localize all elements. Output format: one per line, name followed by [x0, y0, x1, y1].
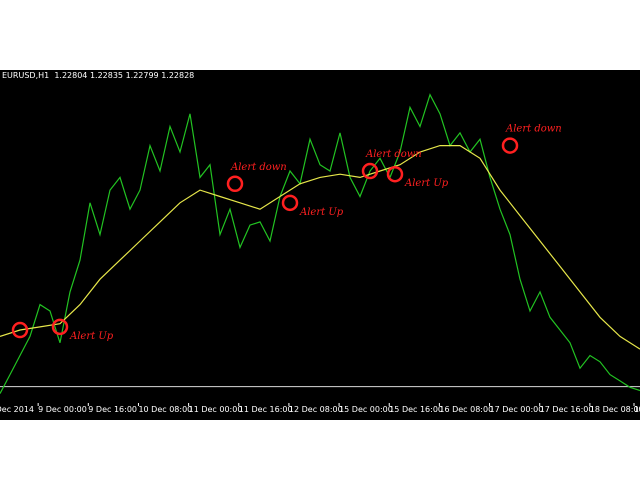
x-tick-label: 16 Dec 08:00	[439, 405, 493, 414]
alert-label: Alert Up	[404, 178, 449, 189]
x-tick-label: 12 Dec 08:00	[289, 405, 343, 414]
chart-window[interactable]: EURUSD,H1 1.22804 1.22835 1.22799 1.2282…	[0, 70, 640, 420]
alert-marker	[361, 162, 379, 180]
x-tick-label: 19	[634, 405, 640, 414]
x-tick-label: 11 Dec 16:00	[239, 405, 293, 414]
x-tick-label: 10 Dec 08:00	[138, 405, 192, 414]
alert-marker	[226, 175, 244, 193]
x-tick-label: 17 Dec 16:00	[540, 405, 594, 414]
x-tick-label: 8 Dec 2014	[0, 405, 34, 414]
price-series-line	[0, 93, 640, 394]
x-tick-label: 15 Dec 16:00	[389, 405, 443, 414]
symbol-name: EURUSD,H1	[2, 71, 50, 80]
moving-average-line	[0, 144, 640, 350]
x-tick-label: 18 Dec 08:00	[590, 405, 640, 414]
symbol-info: EURUSD,H1 1.22804 1.22835 1.22799 1.2282…	[2, 71, 194, 80]
alert-label: Alert down	[230, 162, 287, 173]
x-tick-label: 11 Dec 00:00	[189, 405, 243, 414]
alert-marker	[386, 165, 404, 183]
alert-markers: Alert Up Alert down Alert Up Alert down Aler…	[11, 124, 562, 342]
alert-marker	[281, 194, 299, 212]
price-chart[interactable]: Alert Up Alert down Alert Up Alert down Aler…	[0, 70, 640, 420]
alert-label: Alert Up	[69, 331, 114, 342]
alert-label: Alert down	[365, 149, 422, 160]
alert-marker	[51, 318, 69, 336]
alert-label: Alert down	[505, 124, 562, 135]
alert-label: Alert Up	[299, 207, 344, 218]
x-tick-label: 9 Dec 00:00	[38, 405, 87, 414]
x-tick-label: 9 Dec 16:00	[88, 405, 137, 414]
alert-marker	[501, 137, 519, 154]
x-tick-label: 15 Dec 00:00	[339, 405, 393, 414]
ohlc-values: 1.22804 1.22835 1.22799 1.22828	[54, 71, 195, 80]
alert-marker	[11, 321, 29, 339]
x-tick-label: 17 Dec 00:00	[490, 405, 544, 414]
